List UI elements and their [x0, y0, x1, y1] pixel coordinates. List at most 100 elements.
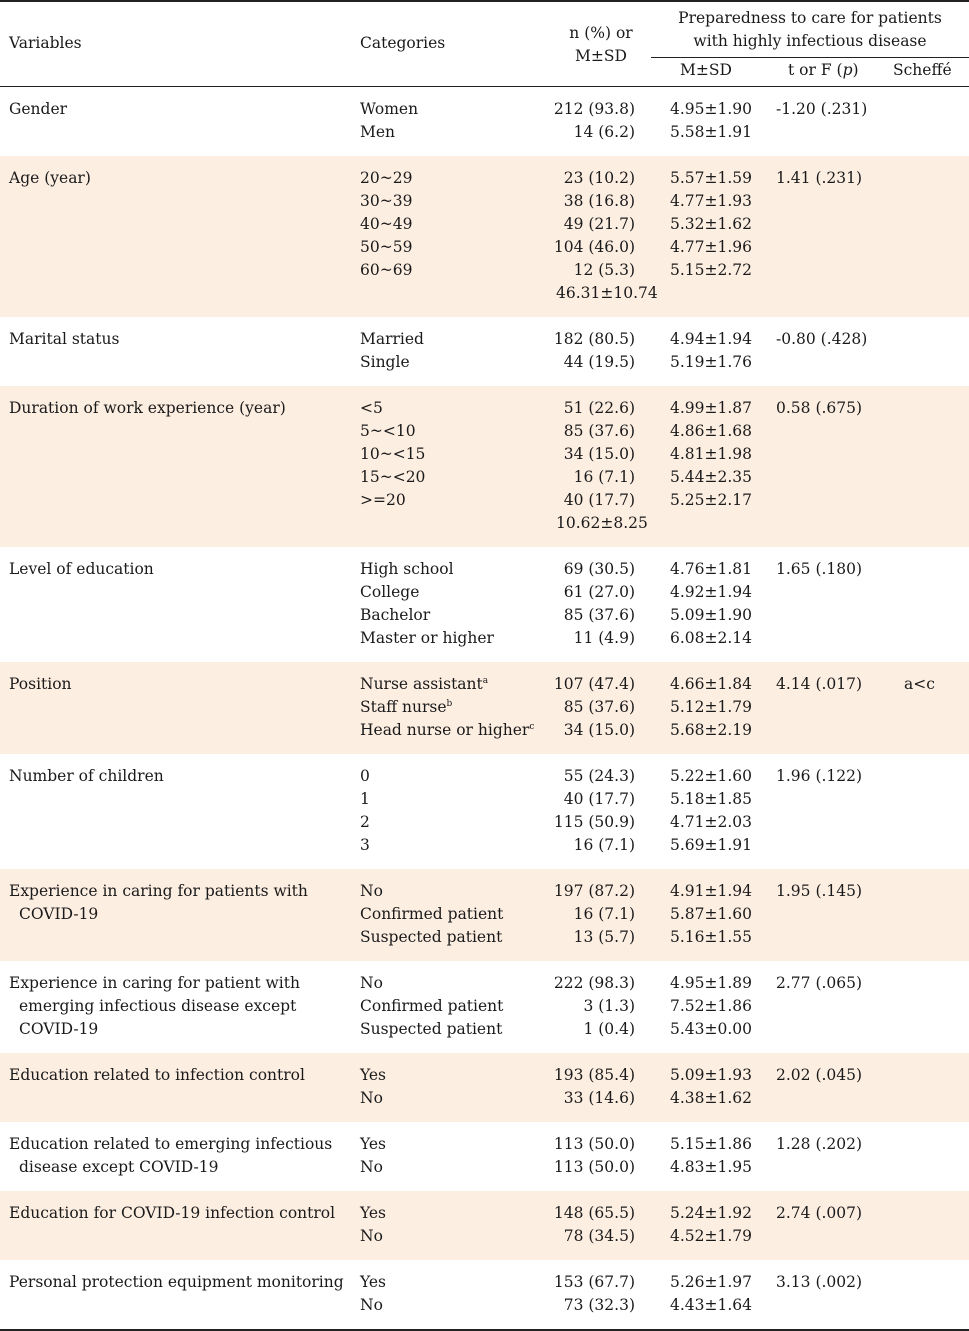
category-cell: Staff nurseb [360, 698, 453, 716]
table-row: No 73 (32.3) 4.43±1.64 [0, 1294, 969, 1317]
mean-sd-cell: 4.86±1.68 [670, 422, 753, 440]
category-cell: Yes [360, 1135, 387, 1153]
category-cell: No [360, 1296, 383, 1314]
header-divider [651, 57, 969, 58]
n-percent-cell: 73 (32.3) [563, 1296, 635, 1314]
mean-sd-cell: 4.71±2.03 [670, 813, 753, 831]
n-percent-cell: 55 (24.3) [563, 767, 635, 785]
table-row: 15~<20 16 (7.1) 5.44±2.35 [0, 466, 969, 489]
table-row: Yes 113 (50.0) 5.15±1.86 1.28 (.202) [0, 1133, 969, 1156]
n-percent-cell: 44 (19.5) [563, 353, 635, 371]
table-header: Variables Categories n (%) or M±SD Prepa… [0, 0, 969, 87]
test-statistic-cell: 3.13 (.002) [776, 1273, 863, 1291]
test-statistic-cell: 2.02 (.045) [776, 1066, 863, 1084]
mean-sd-cell: 4.38±1.62 [670, 1089, 753, 1107]
category-cell: No [360, 974, 383, 992]
variable-line: Age (year) [9, 169, 91, 187]
test-statistic-cell: -0.80 (.428) [776, 330, 868, 348]
test-statistic-cell: 4.14 (.017) [776, 675, 863, 693]
table-row: 30~39 38 (16.8) 4.77±1.93 [0, 190, 969, 213]
mean-value-cell: 10.62±8.25 [556, 514, 648, 532]
variable-name: Position [9, 673, 349, 696]
table-row: Yes 193 (85.4) 5.09±1.93 2.02 (.045) [0, 1064, 969, 1087]
n-percent-cell: 16 (7.1) [573, 905, 635, 923]
n-percent-cell: 61 (27.0) [563, 583, 635, 601]
mean-sd-cell: 5.87±1.60 [670, 905, 753, 923]
mean-sd-cell: 4.83±1.95 [670, 1158, 753, 1176]
n-percent-cell: 12 (5.3) [573, 261, 635, 279]
n-percent-cell: 38 (16.8) [563, 192, 635, 210]
table-row: High school 69 (30.5) 4.76±1.81 1.65 (.180) [0, 558, 969, 581]
n-percent-cell: 113 (50.0) [553, 1135, 635, 1153]
variable-name: Experience in caring for patient with eme… [9, 972, 349, 1041]
table-row: >=20 40 (17.7) 5.25±2.17 [0, 489, 969, 512]
variable-name: Education for COVID-19 infection control [9, 1202, 349, 1225]
test-statistic-cell: 1.28 (.202) [776, 1135, 863, 1153]
mean-sd-cell: 4.66±1.84 [670, 675, 753, 693]
variable-name: Education related to infection control [9, 1064, 349, 1087]
mean-sd-cell: 4.81±1.98 [670, 445, 753, 463]
test-statistic-cell: 0.58 (.675) [776, 399, 863, 417]
mean-sd-cell: 5.57±1.59 [670, 169, 753, 187]
n-percent-cell: 3 (1.3) [583, 997, 635, 1015]
table-row: Women 212 (93.8) 4.95±1.90 -1.20 (.231) [0, 98, 969, 121]
n-percent-cell: 69 (30.5) [563, 560, 635, 578]
category-cell: Master or higher [360, 629, 494, 647]
header-categories: Categories [360, 34, 446, 52]
category-cell: No [360, 882, 383, 900]
category-cell: Head nurse or higherc [360, 721, 535, 739]
variable-line: COVID-19 [19, 1020, 99, 1038]
table-row: Suspected patient 1 (0.4) 5.43±0.00 [0, 1018, 969, 1041]
category-cell: No [360, 1158, 383, 1176]
table-row: 46.31±10.74 [0, 282, 969, 305]
mean-sd-cell: 4.76±1.81 [670, 560, 753, 578]
table-row: 1 40 (17.7) 5.18±1.85 [0, 788, 969, 811]
n-percent-cell: 16 (7.1) [573, 468, 635, 486]
table-group: Position Nurse assistanta 107 (47.4) 4.66±1… [0, 662, 969, 754]
table-group: Level of education High school 69 (30.5) 4.… [0, 547, 969, 662]
mean-sd-cell: 4.91±1.94 [670, 882, 753, 900]
mean-sd-cell: 5.12±1.79 [670, 698, 753, 716]
table-group: Experience in caring for patient with eme… [0, 961, 969, 1053]
category-cell: Women [360, 100, 419, 118]
n-percent-cell: 115 (50.9) [553, 813, 635, 831]
variable-line: emerging infectious disease except [19, 997, 297, 1015]
category-cell: 10~<15 [360, 445, 426, 463]
mean-sd-cell: 5.24±1.92 [670, 1204, 753, 1222]
n-percent-cell: 104 (46.0) [553, 238, 635, 256]
n-percent-cell: 51 (22.6) [563, 399, 635, 417]
category-cell: 15~<20 [360, 468, 426, 486]
variable-name: Duration of work experience (year) [9, 397, 349, 420]
variable-line: Experience in caring for patients with [9, 882, 308, 900]
category-cell: >=20 [360, 491, 406, 509]
category-cell: 60~69 [360, 261, 413, 279]
mean-sd-cell: 5.22±1.60 [670, 767, 753, 785]
n-percent-cell: 34 (15.0) [563, 721, 635, 739]
variable-line: Marital status [9, 330, 120, 348]
variable-name: Gender [9, 98, 349, 121]
table-row: 3 16 (7.1) 5.69±1.91 [0, 834, 969, 857]
category-cell: Men [360, 123, 396, 141]
variable-line: COVID-19 [19, 905, 99, 923]
table-row: Nurse assistanta 107 (47.4) 4.66±1.84 4.14 … [0, 673, 969, 696]
table-group: Age (year) 20~29 23 (10.2) 5.57±1.59 1.41 (.… [0, 156, 969, 317]
n-percent-cell: 1 (0.4) [583, 1020, 635, 1038]
mean-sd-cell: 5.25±2.17 [670, 491, 753, 509]
n-percent-cell: 11 (4.9) [573, 629, 635, 647]
category-cell: Suspected patient [360, 928, 503, 946]
variable-line: Gender [9, 100, 68, 118]
table-row: No 222 (98.3) 4.95±1.89 2.77 (.065) [0, 972, 969, 995]
category-cell: Nurse assistanta [360, 675, 489, 693]
n-percent-cell: 14 (6.2) [573, 123, 635, 141]
table-row: Men 14 (6.2) 5.58±1.91 [0, 121, 969, 144]
variable-line: Education related to infection control [9, 1066, 305, 1084]
table-row: Head nurse or higherc 34 (15.0) 5.68±2.19 [0, 719, 969, 742]
variable-line: Position [9, 675, 72, 693]
variable-line: Number of children [9, 767, 164, 785]
header-tf-prefix: t or F ( [788, 61, 843, 79]
scheffe-cell: a<c [904, 675, 935, 693]
mean-sd-cell: 5.69±1.91 [670, 836, 753, 854]
header-n-line1: n (%) or [569, 24, 633, 42]
test-statistic-cell: 2.74 (.007) [776, 1204, 863, 1222]
